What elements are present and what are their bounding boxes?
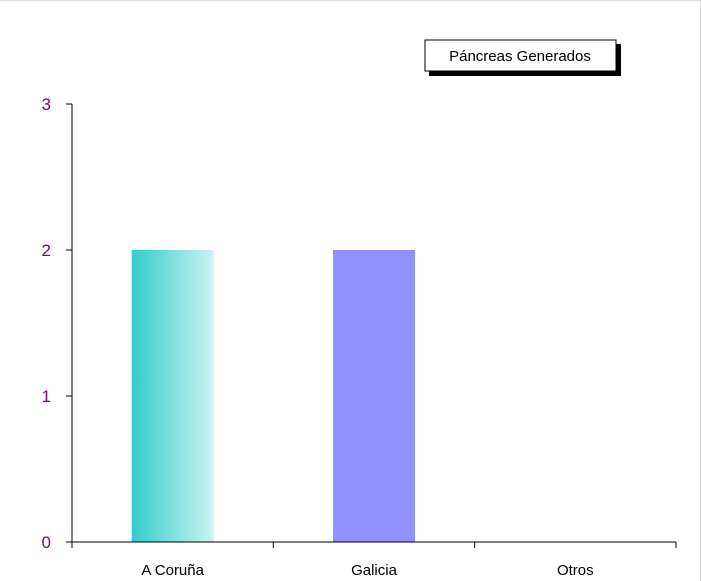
legend: Páncreas Generados <box>424 39 621 76</box>
x-tick-label: Galicia <box>351 562 398 579</box>
y-tick-label: 2 <box>42 241 51 260</box>
legend-label: Páncreas Generados <box>449 48 591 65</box>
axes-layer <box>66 103 677 548</box>
labels-layer: 0 1 2 3 A Coruña Galicia Otros <box>42 95 594 579</box>
x-tick-label: Otros <box>557 562 594 579</box>
y-tick-label: 0 <box>42 533 51 552</box>
legend-box <box>424 39 617 72</box>
y-tick-label: 1 <box>42 387 51 406</box>
x-tick-label: A Coruña <box>141 562 204 579</box>
bar <box>131 250 214 542</box>
y-tick-label: 3 <box>42 95 51 114</box>
bar <box>333 250 415 542</box>
bars-layer <box>131 250 415 542</box>
